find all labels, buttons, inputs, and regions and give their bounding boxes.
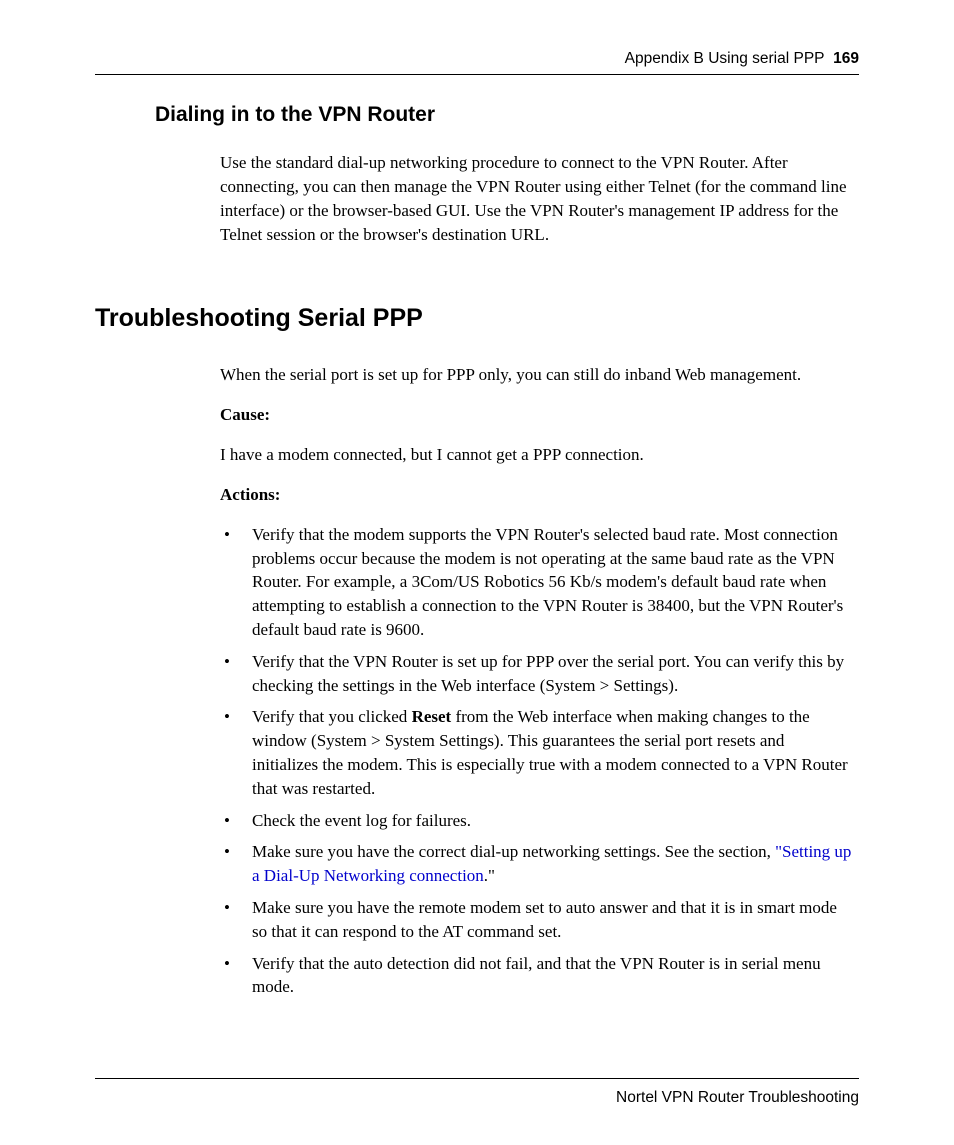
page-header: Appendix B Using serial PPP 169 (95, 50, 859, 75)
list-item: Verify that you clicked Reset from the W… (220, 705, 854, 800)
page-footer: Nortel VPN Router Troubleshooting (95, 1078, 859, 1107)
actions-list: Verify that the modem supports the VPN R… (220, 523, 854, 999)
list-item: Verify that the VPN Router is set up for… (220, 650, 854, 698)
bullet5-post: ." (484, 866, 495, 885)
header-appendix-text: Appendix B Using serial PPP (625, 50, 825, 67)
bullet3-pre: Verify that you clicked (252, 707, 412, 726)
bullet5-pre: Make sure you have the correct dial-up n… (252, 842, 775, 861)
section-heading-troubleshooting: Troubleshooting Serial PPP (95, 304, 859, 333)
cause-text: I have a modem connected, but I cannot g… (220, 443, 854, 467)
footer-text: Nortel VPN Router Troubleshooting (616, 1089, 859, 1106)
section1-body: Use the standard dial-up networking proc… (220, 151, 854, 248)
cause-label: Cause: (220, 405, 854, 425)
list-item: Check the event log for failures. (220, 809, 854, 833)
header-page-number: 169 (833, 50, 859, 67)
document-page: Appendix B Using serial PPP 169 Dialing … (0, 0, 954, 1145)
bullet3-bold: Reset (412, 707, 452, 726)
section2-body: When the serial port is set up for PPP o… (220, 363, 854, 1000)
section1-paragraph: Use the standard dial-up networking proc… (220, 151, 854, 248)
list-item: Verify that the modem supports the VPN R… (220, 523, 854, 642)
list-item: Verify that the auto detection did not f… (220, 952, 854, 1000)
section-heading-dialing: Dialing in to the VPN Router (155, 103, 859, 127)
actions-label: Actions: (220, 485, 854, 505)
list-item: Make sure you have the correct dial-up n… (220, 840, 854, 888)
list-item: Make sure you have the remote modem set … (220, 896, 854, 944)
section2-intro: When the serial port is set up for PPP o… (220, 363, 854, 387)
